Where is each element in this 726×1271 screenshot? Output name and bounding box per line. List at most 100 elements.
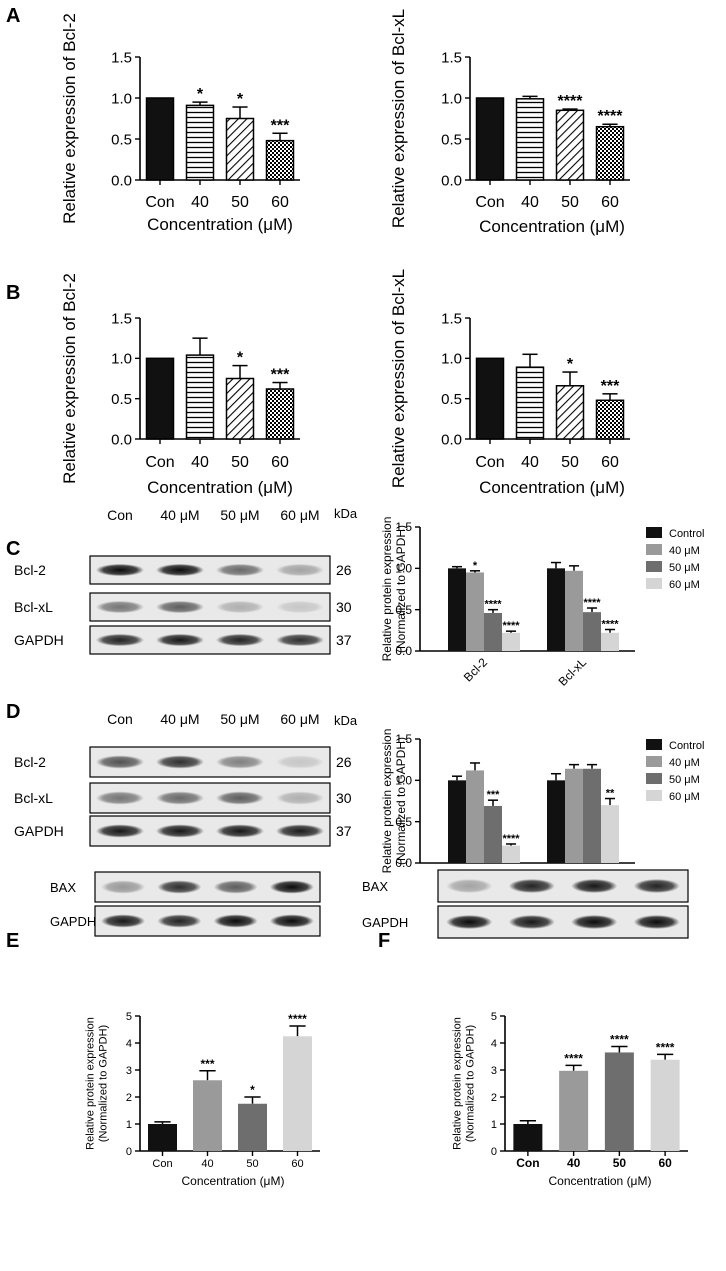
x-tick-label: 60 — [658, 1156, 672, 1170]
y-axis-label-line: Relative protein expression — [84, 1017, 96, 1150]
panel-label-a: A — [6, 5, 20, 27]
blot-band — [157, 914, 202, 928]
bar-40 — [515, 98, 545, 181]
y-tick-label: 0 — [491, 1146, 497, 1158]
blot-band — [571, 878, 618, 894]
y-axis-label-line: Relative expression of Bcl-xL — [389, 269, 408, 488]
y-axis-label-line: Relative protein expression — [380, 729, 394, 874]
x-axis-label: Concentration (μM) — [182, 1174, 285, 1188]
significance-label: * — [473, 560, 478, 572]
blot-band — [96, 824, 144, 838]
blot-band — [276, 791, 324, 805]
y-axis-label: Relative protein expression(Normalized t… — [84, 1017, 109, 1150]
x-tick-label: 50 — [246, 1158, 258, 1170]
x-tick-label: 60 — [601, 194, 619, 211]
bar-con — [475, 357, 505, 440]
bar-60 — [595, 399, 625, 440]
x-tick-label: Con — [152, 1158, 172, 1170]
y-tick-label: 1.5 — [111, 310, 132, 327]
blots-layer: Con 40 μM 50 μM 60 μM kDa Bcl-2 26 Bcl-xL 30 GAPD… — [14, 506, 689, 939]
y-tick-label: 0.5 — [395, 603, 412, 617]
legend-swatch — [646, 790, 662, 801]
x-axis-label: Concentration (μM) — [147, 215, 293, 234]
y-axis-label: Relative protein expression(Normalized t… — [380, 729, 408, 874]
x-tick-label: 40 — [191, 454, 209, 471]
y-axis-label-line: (Normalized to GAPDH) — [98, 1025, 110, 1142]
chart-b1: 0.0 0.5 1.0 1.5 Relative expression of Bcl-2… — [60, 273, 300, 497]
blot-band — [633, 878, 680, 894]
blot-band — [101, 880, 146, 894]
chart-e: 0 1 2 3 4 5 Relative protein expression(Normal… — [84, 1011, 320, 1188]
blot-band — [269, 880, 314, 894]
bar — [565, 768, 583, 863]
bar-40 — [515, 366, 545, 440]
y-tick-label: 1.0 — [111, 90, 132, 107]
y-tick-label: 5 — [491, 1011, 497, 1023]
kda-label: 26 — [336, 562, 352, 578]
y-tick-label: 0.5 — [441, 391, 462, 408]
bar-50 — [225, 377, 255, 440]
bar-con — [513, 1124, 543, 1151]
y-tick-label: 2 — [126, 1092, 132, 1104]
significance-label: **** — [502, 833, 520, 845]
charts-layer: 0.0 0.5 1.0 1.5 Relative expression of Bcl-2… — [60, 9, 704, 1188]
lane-label: 50 μM — [220, 711, 259, 727]
y-axis-label-line: Relative expression of Bcl-2 — [60, 273, 79, 484]
legend-label: 40 μM — [669, 757, 700, 769]
x-tick-label: Bcl-2 — [461, 655, 490, 684]
blot-c: Con 40 μM 50 μM 60 μM kDa Bcl-2 26 Bcl-xL 30 GAPD… — [14, 506, 358, 655]
x-tick-label: 40 — [521, 454, 539, 471]
x-tick-label: 60 — [271, 454, 289, 471]
significance-label: **** — [558, 93, 584, 110]
blot-band — [216, 633, 264, 647]
y-tick-label: 1.5 — [395, 732, 412, 746]
chart-a1: 0.0 0.5 1.0 1.5 Relative expression of Bcl-2… — [60, 13, 300, 234]
blot-row-label: BAX — [50, 880, 76, 895]
significance-label: * — [237, 350, 244, 367]
legend-label: 60 μM — [669, 579, 700, 591]
y-axis-label: Relative expression of Bcl-2 — [60, 13, 79, 224]
legend-swatch — [646, 527, 662, 538]
bar-40 — [185, 104, 215, 181]
blot-band — [96, 791, 144, 805]
legend-label: 60 μM — [669, 791, 700, 803]
legend-label: Control — [669, 528, 704, 540]
significance-label: *** — [200, 1057, 214, 1071]
y-tick-label: 0.5 — [111, 131, 132, 148]
panel-label-d: D — [6, 701, 20, 723]
legend-swatch — [646, 756, 662, 767]
y-axis-label: Relative expression of Bcl-2 — [60, 273, 79, 484]
significance-label: **** — [601, 619, 619, 631]
significance-label: * — [250, 1083, 255, 1097]
y-tick-label: 1 — [126, 1119, 132, 1131]
x-tick-label: 60 — [291, 1158, 303, 1170]
blot-band — [276, 600, 324, 614]
blot-band — [446, 878, 493, 894]
legend-swatch — [646, 773, 662, 784]
significance-label: * — [237, 91, 244, 108]
y-tick-label: 0.5 — [395, 815, 412, 829]
chart-b2: 0.0 0.5 1.0 1.5 Relative expression of Bcl-x… — [389, 269, 630, 497]
legend-label: 40 μM — [669, 545, 700, 557]
y-tick-label: 4 — [126, 1038, 132, 1050]
x-tick-label: Con — [475, 194, 504, 211]
x-tick-label: 50 — [231, 194, 249, 211]
y-tick-label: 1.5 — [441, 49, 462, 66]
bar-40 — [185, 354, 215, 440]
bar — [583, 612, 601, 651]
y-tick-label: 1.5 — [395, 520, 412, 534]
bar — [448, 780, 466, 863]
significance-label: **** — [484, 599, 502, 611]
y-axis-label: Relative expression of Bcl-xL — [389, 9, 408, 228]
x-tick-label: 40 — [521, 194, 539, 211]
y-tick-label: 0.0 — [395, 644, 412, 658]
blot-band — [276, 755, 324, 769]
significance-label: **** — [598, 108, 624, 125]
bar — [502, 845, 520, 863]
lane-label: 40 μM — [160, 711, 199, 727]
bar-con — [145, 97, 175, 181]
bar — [547, 780, 565, 863]
y-tick-label: 3 — [126, 1065, 132, 1077]
significance-label: * — [567, 356, 574, 373]
